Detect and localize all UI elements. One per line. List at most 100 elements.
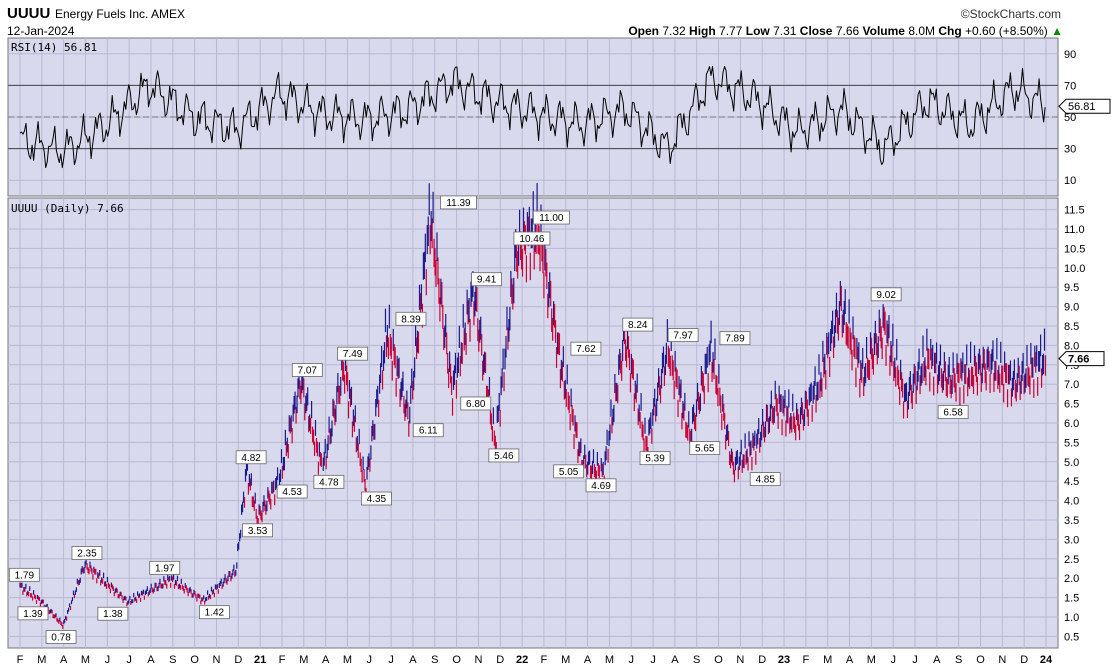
x-axis-tick-label: S: [693, 654, 700, 666]
low-value: 7.31: [773, 24, 797, 38]
x-axis-tick-label: A: [933, 654, 941, 666]
price-y-tick-label: 2.0: [1064, 573, 1079, 585]
rsi-last-value-tag: [1058, 98, 1111, 114]
price-annotation-label: 4.82: [241, 453, 261, 464]
price-annotation-label: 7.07: [298, 365, 318, 376]
chart-header: UUUU Energy Fuels Inc. AMEX 12-Jan-2024 …: [0, 0, 1111, 40]
price-annotation-box: [570, 341, 602, 356]
price-annotation-label: 6.80: [466, 399, 486, 410]
rsi-title: RSI(14) 56.81: [11, 41, 97, 54]
x-axis-tick-label: A: [671, 654, 679, 666]
price-annotation-label: 5.39: [645, 454, 665, 465]
price-annotation-box: [242, 523, 274, 538]
chart-date: 12-Jan-2024: [7, 24, 75, 38]
x-axis-tick-label: O: [452, 654, 461, 666]
x-axis-tick-label: A: [322, 654, 330, 666]
price-annotation-label: 5.05: [559, 467, 579, 478]
price-annotation-box: [198, 605, 230, 620]
x-axis-tick-label: D: [758, 654, 766, 666]
price-y-tick-label: 1.0: [1064, 612, 1079, 624]
price-annotation-label: 5.46: [494, 451, 514, 462]
price-annotation-box: [667, 328, 699, 342]
open-label: Open: [628, 24, 659, 38]
high-value: 7.77: [719, 24, 743, 38]
price-annotation-label: 1.39: [23, 609, 43, 620]
high-label: High: [689, 24, 716, 38]
volume-value: 8.0M: [908, 24, 936, 38]
price-annotation-box: [360, 491, 392, 506]
x-axis-tick-label: F: [541, 654, 548, 666]
price-annotation-box: [460, 396, 492, 411]
price-y-tick-label: 11.5: [1064, 205, 1085, 217]
price-annotation-box: [440, 195, 477, 210]
close-label: Close: [799, 24, 833, 38]
price-annotation-label: 7.89: [725, 334, 745, 345]
price-y-tick-label: 1.5: [1064, 593, 1079, 605]
price-y-tick-label: 3.0: [1064, 534, 1079, 546]
price-annotation-label: 8.24: [628, 320, 648, 331]
price-annotation-box: [622, 317, 654, 332]
price-annotation-label: 4.85: [755, 475, 775, 486]
price-y-tick-label: 5.5: [1064, 437, 1079, 449]
x-axis-tick-label: M: [823, 654, 832, 666]
x-axis-tick-label: M: [867, 654, 876, 666]
price-last-value-label: 7.66: [1068, 354, 1089, 366]
x-axis-tick-label: A: [584, 654, 592, 666]
price-y-tick-label: 6.5: [1064, 399, 1079, 411]
price-annotation-box: [488, 448, 520, 463]
price-annotation-label: 7.97: [673, 331, 693, 342]
volume-label: Volume: [862, 24, 905, 38]
x-axis-tick-label: F: [803, 654, 810, 666]
price-annotation-box: [17, 606, 49, 621]
x-axis-tick-label: J: [912, 654, 918, 666]
price-annotation-box: [639, 451, 671, 466]
price-annotation-box: [149, 560, 181, 575]
price-annotation-box: [719, 331, 751, 346]
price-y-tick-label: 3.5: [1064, 515, 1079, 527]
price-annotation-label: 11.00: [539, 213, 564, 224]
price-annotation-label: 0.78: [51, 633, 71, 644]
price-annotation-label: 10.46: [519, 234, 544, 245]
x-axis-tick-label: N: [474, 654, 482, 666]
price-annotation-label: 9.41: [477, 275, 497, 286]
x-axis-tick-label: J: [367, 654, 373, 666]
price-annotation-box: [553, 464, 585, 479]
price-y-tick-label: 6.0: [1064, 418, 1079, 430]
rsi-y-tick-label: 10: [1064, 175, 1076, 187]
price-y-tick-label: 5.0: [1064, 457, 1079, 469]
x-axis-tick-label: J: [650, 654, 656, 666]
x-axis-tick-label: J: [628, 654, 634, 666]
x-axis-tick-label: F: [17, 654, 24, 666]
price-annotation-box: [471, 272, 502, 287]
rsi-y-tick-label: 70: [1064, 80, 1076, 92]
x-axis-tick-label: M: [81, 654, 90, 666]
price-annotation-box: [8, 567, 40, 582]
price-y-tick-label: 4.5: [1064, 476, 1079, 488]
price-y-tick-label: 10.0: [1064, 263, 1085, 275]
price-y-tick-label: 8.0: [1064, 340, 1079, 352]
price-annotation-label: 1.79: [15, 570, 35, 581]
x-axis-tick-label: S: [431, 654, 438, 666]
price-y-tick-label: 8.5: [1064, 321, 1079, 333]
close-value: 7.66: [835, 24, 860, 38]
x-axis-tick-label: M: [561, 654, 570, 666]
open-value: 7.32: [662, 24, 686, 38]
price-annotation-box: [532, 210, 570, 225]
x-axis-tick-label: F: [279, 654, 286, 666]
x-axis-tick-label: O: [714, 654, 723, 666]
rsi-last-value-label: 56.81: [1068, 101, 1096, 113]
price-annotation-box: [45, 630, 77, 644]
price-y-tick-label: 10.5: [1064, 243, 1085, 255]
price-last-value-tag: [1058, 351, 1105, 367]
x-axis-tick-label: D: [234, 654, 242, 666]
price-y-tick-label: 0.5: [1064, 631, 1079, 643]
price-annotation-label: 9.02: [876, 290, 896, 301]
price-annotation-box: [513, 231, 551, 246]
x-axis-tick-label: O: [190, 654, 199, 666]
price-y-tick-label: 7.0: [1064, 379, 1079, 391]
x-axis-tick-label: N: [736, 654, 744, 666]
x-axis-tick-label: S: [169, 654, 176, 666]
price-annotation-label: 1.38: [103, 609, 123, 620]
price-annotation-label: 8.39: [401, 314, 421, 325]
price-annotation-label: 7.62: [576, 344, 596, 355]
